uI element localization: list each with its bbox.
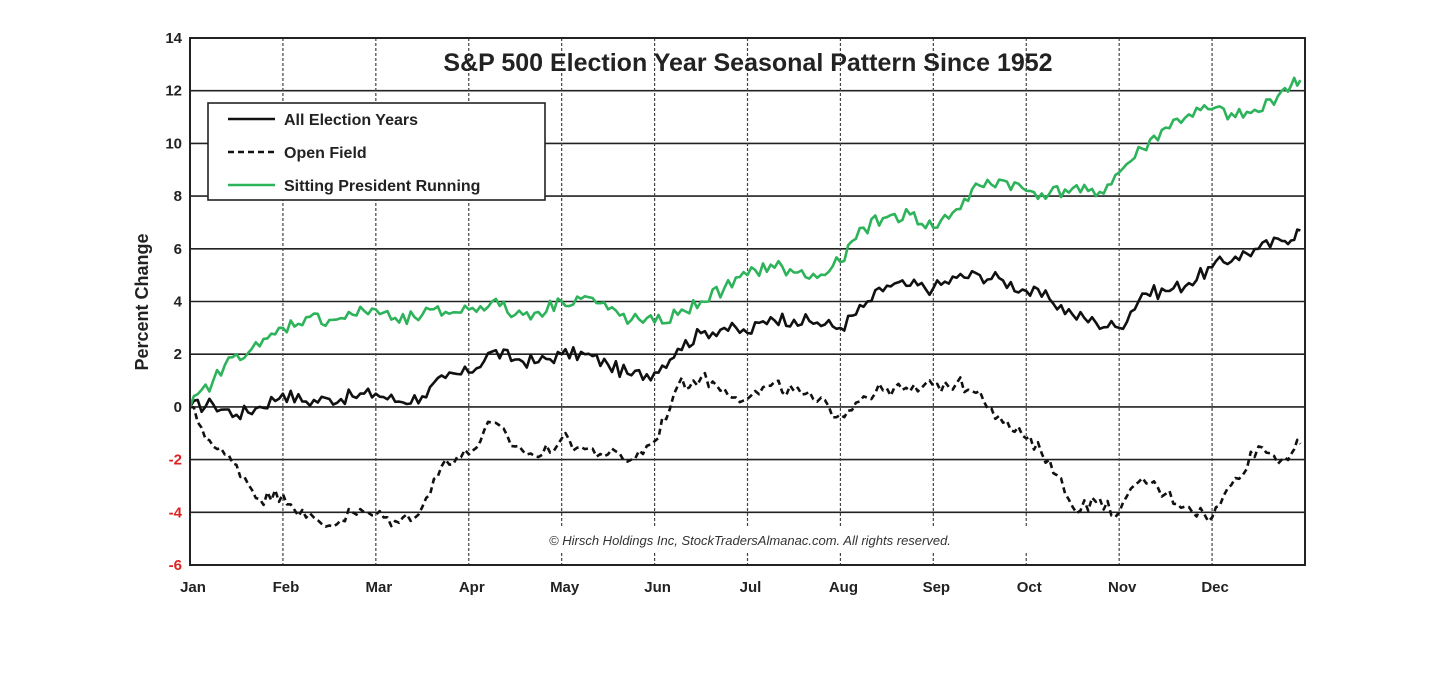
y-axis-label: Percent Change: [132, 233, 152, 370]
y-tick-label: 4: [174, 294, 183, 311]
y-tick-label: 0: [174, 399, 182, 416]
series-line-open-field: [189, 371, 1302, 528]
x-tick-label: Oct: [1017, 579, 1042, 596]
x-tick-label: Feb: [273, 579, 300, 596]
legend: All Election Years Open Field Sitting Pres…: [207, 102, 546, 201]
copyright-note: © Hirsch Holdings Inc, StockTradersAlman…: [549, 533, 951, 548]
x-tick-label: Jun: [644, 579, 671, 596]
series-line-all-election-years: [188, 228, 1301, 421]
y-tick-label: 14: [165, 30, 182, 47]
y-tick-label: -2: [169, 452, 182, 469]
y-tick-label: -4: [169, 504, 183, 521]
x-tick-labels: Jan Feb Mar Apr May Jun Jul Aug Sep Oct Nov Dec: [180, 579, 1229, 596]
y-tick-labels: 14 12 10 8 6 4 2 0 -2 -4 -6: [165, 30, 182, 574]
x-tick-label: Aug: [829, 579, 858, 596]
copyright-box: © Hirsch Holdings Inc, StockTradersAlman…: [470, 527, 1030, 553]
x-tick-label: Nov: [1108, 579, 1137, 596]
x-tick-label: Jan: [180, 579, 206, 596]
plot-border: [189, 37, 1306, 566]
legend-label: Sitting President Running: [284, 178, 480, 195]
copyright-background: [470, 527, 1030, 553]
y-tick-label: 10: [165, 135, 182, 152]
x-tick-label: Sep: [923, 579, 951, 596]
y-tick-label: 8: [174, 188, 182, 205]
chart-title: S&P 500 Election Year Seasonal Pattern S…: [443, 49, 1052, 77]
x-tick-label: May: [550, 579, 580, 596]
x-tick-label: Dec: [1201, 579, 1229, 596]
y-tick-label: 6: [174, 241, 182, 258]
x-tick-label: Mar: [365, 579, 392, 596]
x-tick-label: Jul: [740, 579, 762, 596]
series-layer: [188, 76, 1302, 528]
legend-label: All Election Years: [284, 112, 418, 129]
y-tick-label: 2: [174, 346, 182, 363]
x-tick-label: Apr: [459, 579, 485, 596]
y-tick-label: -6: [169, 557, 182, 574]
legend-label: Open Field: [284, 145, 367, 162]
series-line-sitting-president-running: [188, 76, 1302, 408]
y-tick-label: 12: [165, 83, 182, 100]
